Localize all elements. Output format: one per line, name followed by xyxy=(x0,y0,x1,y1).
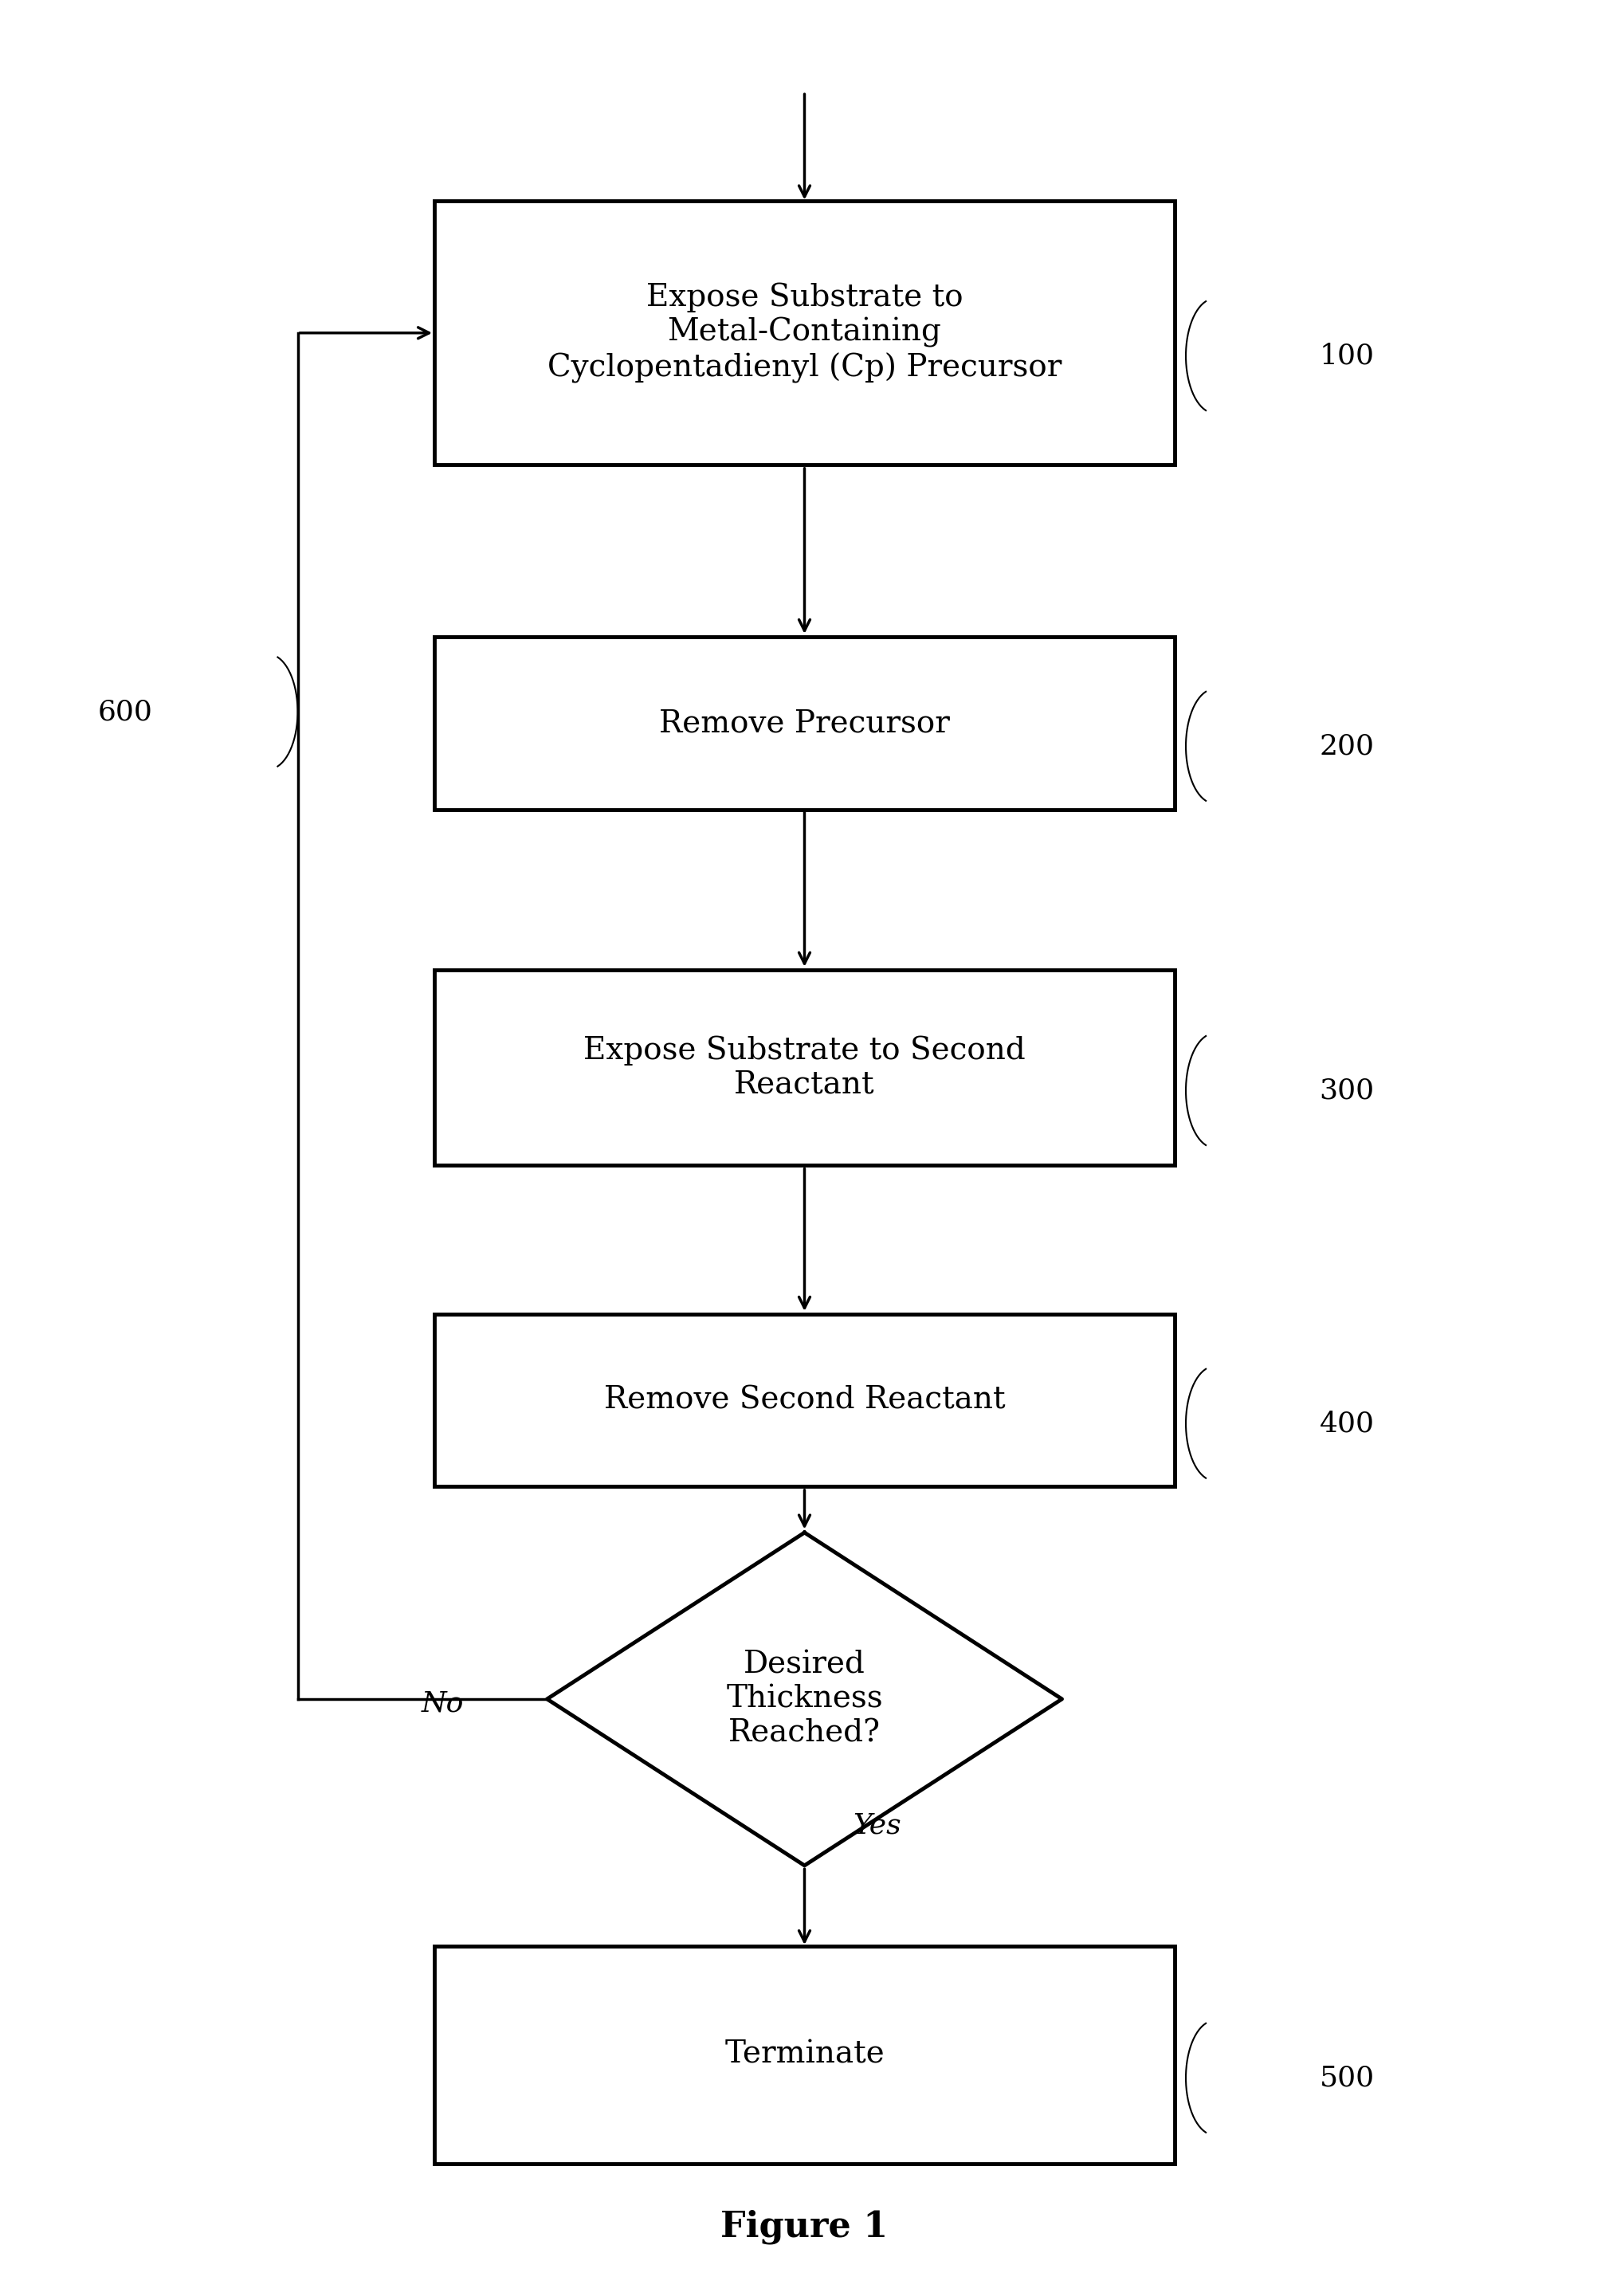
Text: Figure 1: Figure 1 xyxy=(721,2209,888,2245)
FancyBboxPatch shape xyxy=(434,971,1175,1166)
FancyBboxPatch shape xyxy=(434,638,1175,810)
Text: Yes: Yes xyxy=(853,1812,901,1839)
Text: 100: 100 xyxy=(1319,342,1374,370)
Text: Remove Second Reactant: Remove Second Reactant xyxy=(603,1387,1006,1414)
FancyBboxPatch shape xyxy=(434,1313,1175,1488)
Text: 300: 300 xyxy=(1319,1077,1374,1104)
Text: 600: 600 xyxy=(98,698,153,726)
Text: No: No xyxy=(422,1690,463,1717)
Text: Expose Substrate to
Metal-Containing
Cyclopentadienyl (Cp) Precursor: Expose Substrate to Metal-Containing Cyc… xyxy=(547,282,1062,383)
FancyBboxPatch shape xyxy=(434,202,1175,466)
Text: Terminate: Terminate xyxy=(724,2041,885,2069)
FancyBboxPatch shape xyxy=(434,1947,1175,2163)
Text: 400: 400 xyxy=(1319,1410,1374,1437)
Text: 500: 500 xyxy=(1319,2064,1374,2092)
Text: Remove Precursor: Remove Precursor xyxy=(660,709,949,737)
Text: Desired
Thickness
Reached?: Desired Thickness Reached? xyxy=(726,1651,883,1747)
Text: 200: 200 xyxy=(1319,732,1374,760)
Text: Expose Substrate to Second
Reactant: Expose Substrate to Second Reactant xyxy=(584,1035,1025,1100)
